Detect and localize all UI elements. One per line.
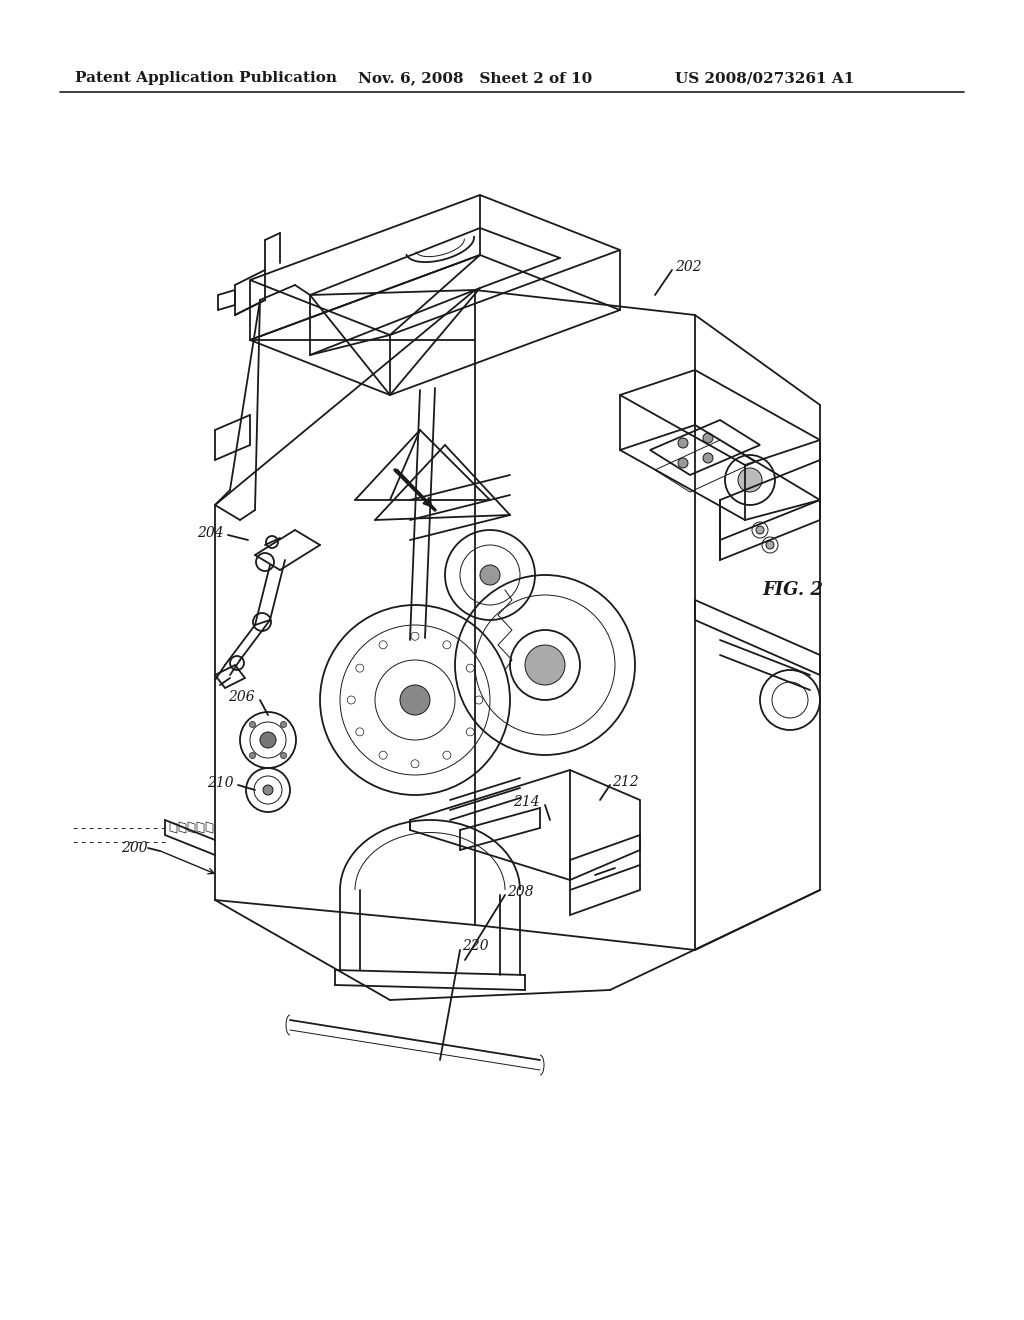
Circle shape xyxy=(678,438,688,447)
Circle shape xyxy=(263,785,273,795)
Circle shape xyxy=(281,752,287,759)
Circle shape xyxy=(250,752,255,759)
Circle shape xyxy=(281,722,287,727)
Circle shape xyxy=(480,565,500,585)
Circle shape xyxy=(400,685,430,715)
Text: 212: 212 xyxy=(612,775,639,789)
Text: 210: 210 xyxy=(208,776,234,789)
Circle shape xyxy=(703,433,713,444)
Text: Nov. 6, 2008   Sheet 2 of 10: Nov. 6, 2008 Sheet 2 of 10 xyxy=(358,71,592,84)
Text: 206: 206 xyxy=(228,690,255,704)
Text: FIG. 2: FIG. 2 xyxy=(762,581,823,599)
Circle shape xyxy=(260,733,276,748)
Text: 220: 220 xyxy=(462,939,488,953)
Text: 204: 204 xyxy=(198,525,224,540)
Circle shape xyxy=(703,453,713,463)
Text: 200: 200 xyxy=(122,841,148,855)
Circle shape xyxy=(766,541,774,549)
Text: 214: 214 xyxy=(513,795,540,809)
Circle shape xyxy=(250,722,255,727)
Text: 208: 208 xyxy=(507,884,534,899)
Circle shape xyxy=(525,645,565,685)
Text: 202: 202 xyxy=(675,260,701,275)
Circle shape xyxy=(738,469,762,492)
Circle shape xyxy=(756,525,764,535)
Text: US 2008/0273261 A1: US 2008/0273261 A1 xyxy=(675,71,854,84)
Text: Patent Application Publication: Patent Application Publication xyxy=(75,71,337,84)
Circle shape xyxy=(678,458,688,469)
